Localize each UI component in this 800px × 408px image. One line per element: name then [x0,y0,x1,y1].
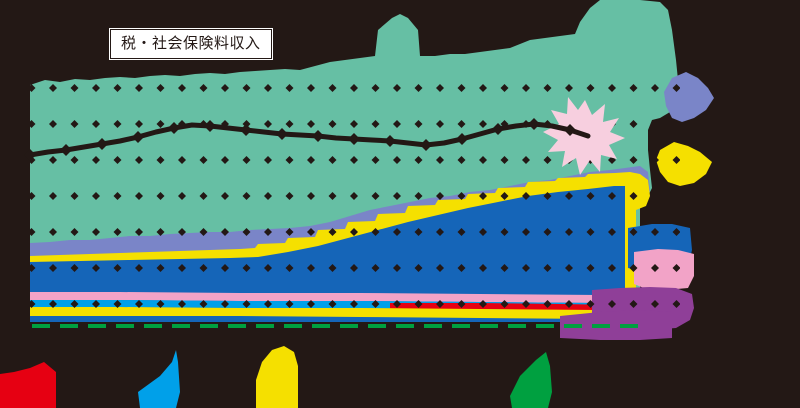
bottom-swatch-cyan [138,350,180,408]
tax-revenue-line [24,118,591,161]
dot-texture-overlay [30,60,680,322]
bottom-swatch-yellow [256,346,298,408]
tax-revenue-callout-label: 税・社会保険料収入 [110,29,272,59]
bottom-swatch-red [0,362,56,408]
bottom-swatch-green [510,352,552,408]
